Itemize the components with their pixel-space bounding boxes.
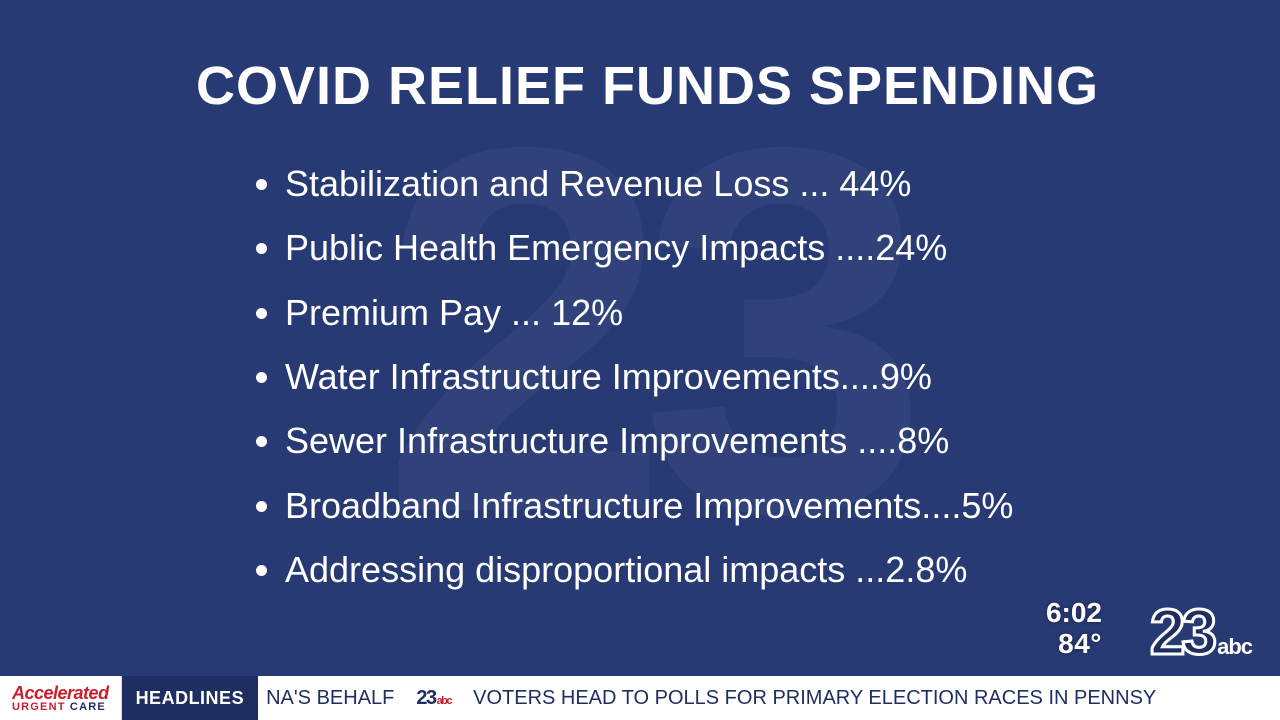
ticker-sep-network: abc xyxy=(437,695,451,707)
spending-list: Stabilization and Revenue Loss ... 44% P… xyxy=(115,155,1180,599)
list-item: Public Health Emergency Impacts ....24% xyxy=(285,219,1180,277)
station-logo: 23 abc xyxy=(1150,600,1252,668)
ticker-label: HEADLINES xyxy=(122,676,259,720)
list-item: Broadband Infrastructure Improvements...… xyxy=(285,477,1180,535)
temperature: 84° xyxy=(1046,629,1102,660)
list-item: Premium Pay ... 12% xyxy=(285,284,1180,342)
clock-time: 6:02 xyxy=(1046,598,1102,629)
clock-temp-block: 6:02 84° xyxy=(1046,598,1102,660)
list-item: Sewer Infrastructure Improvements ....8% xyxy=(285,412,1180,470)
ticker-sponsor: Accelerated URGENT CARE xyxy=(0,676,122,720)
station-logo-network: abc xyxy=(1217,634,1252,668)
ticker-story: NA'S BEHALF xyxy=(266,687,394,710)
list-item: Addressing disproportional impacts ...2.… xyxy=(285,541,1180,599)
sponsor-sub-b: CARE xyxy=(70,701,106,713)
list-item: Stabilization and Revenue Loss ... 44% xyxy=(285,155,1180,213)
station-logo-number: 23 xyxy=(1150,600,1213,664)
list-item: Water Infrastructure Improvements....9% xyxy=(285,348,1180,406)
sponsor-subtitle: URGENT CARE xyxy=(12,702,109,713)
sponsor-sub-a: URGENT xyxy=(12,701,66,713)
ticker-separator-logo: 23abc xyxy=(416,687,451,710)
ticker-story: VOTERS HEAD TO POLLS FOR PRIMARY ELECTIO… xyxy=(473,687,1156,710)
slide-content: COVID RELIEF FUNDS SPENDING Stabilizatio… xyxy=(0,55,1280,605)
sponsor-name: Accelerated xyxy=(12,684,109,702)
news-ticker: Accelerated URGENT CARE HEADLINES NA'S B… xyxy=(0,676,1280,720)
ticker-content: NA'S BEHALF 23abc VOTERS HEAD TO POLLS F… xyxy=(258,676,1280,720)
ticker-sep-number: 23 xyxy=(416,687,435,710)
slide-title: COVID RELIEF FUNDS SPENDING xyxy=(115,55,1180,117)
